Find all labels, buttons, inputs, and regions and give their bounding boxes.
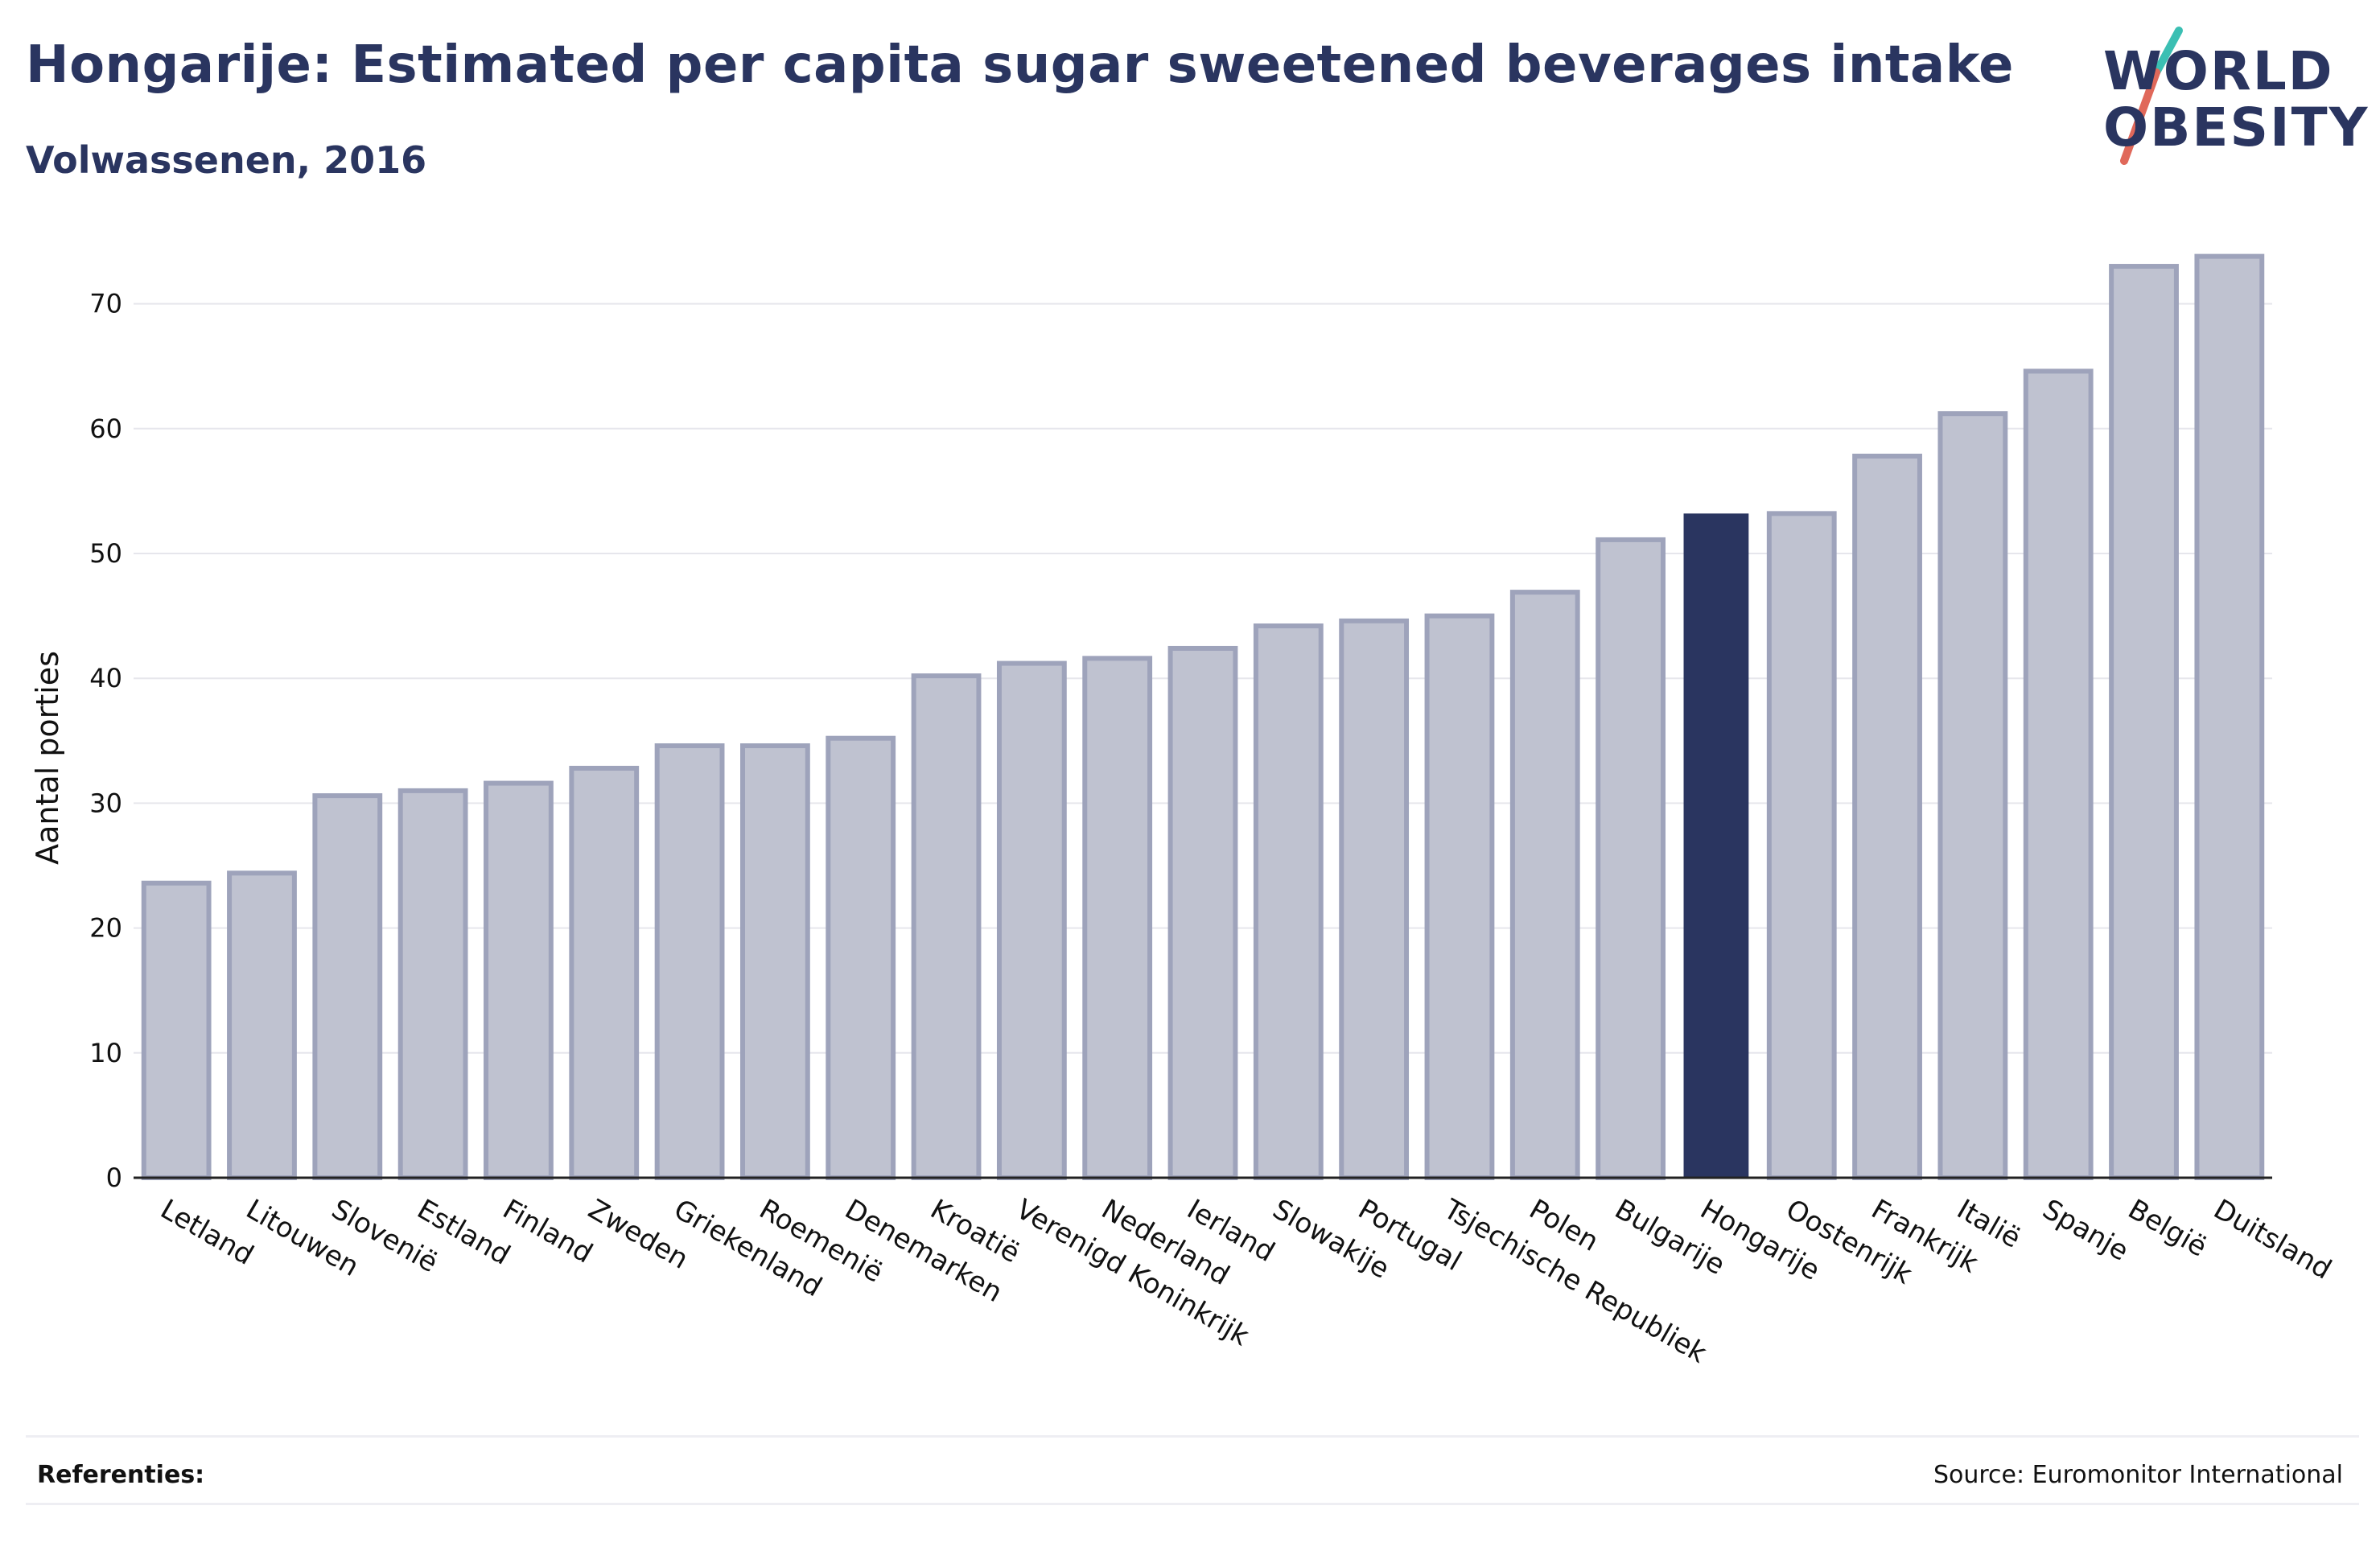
y-tick-label: 60 <box>89 413 122 444</box>
y-tick-label: 50 <box>89 538 122 569</box>
footer-divider-top <box>26 1435 2359 1438</box>
chart-title: Hongarije: Estimated per capita sugar sw… <box>26 35 2014 95</box>
y-tick-label: 10 <box>89 1038 122 1068</box>
chart-subtitle: Volwassenen, 2016 <box>26 138 427 182</box>
bar <box>654 743 725 1180</box>
x-tick-label: Duitsland <box>2208 1193 2337 1286</box>
logo-text-line2: OBESITY <box>2103 97 2370 158</box>
logo-slash-icon <box>2120 27 2183 165</box>
bar <box>1596 537 1666 1180</box>
bar <box>1937 411 2008 1180</box>
world-obesity-logo: WORLD OBESITY <box>2092 23 2370 175</box>
y-tick-label: 0 <box>106 1162 122 1193</box>
y-axis-label: Aantal porties <box>30 651 65 865</box>
bar <box>1167 645 1238 1180</box>
y-tick-label: 40 <box>89 663 122 693</box>
y-tick-label: 30 <box>89 788 122 818</box>
bar <box>397 788 468 1180</box>
logo-text-line1: WORLD <box>2103 40 2334 102</box>
bar <box>1253 623 1324 1180</box>
bar <box>2109 264 2179 1180</box>
bar <box>312 793 383 1180</box>
bar <box>1766 511 1837 1180</box>
bar <box>911 673 982 1180</box>
y-tick-label: 70 <box>89 289 122 319</box>
bar <box>1082 656 1153 1180</box>
bar-highlight <box>1683 513 1749 1178</box>
bar <box>569 765 640 1180</box>
x-tick-label: België <box>2123 1193 2212 1263</box>
bar <box>141 880 212 1181</box>
references-label: Referenties: <box>37 1461 205 1489</box>
bar <box>996 660 1067 1180</box>
bar <box>1509 590 1580 1180</box>
x-tick-label: Letland <box>155 1193 259 1272</box>
bar <box>227 870 297 1180</box>
bar <box>2023 368 2094 1180</box>
bar <box>1339 618 1410 1180</box>
y-tick-label: 20 <box>89 913 122 944</box>
bar <box>1852 453 1922 1180</box>
bar <box>484 780 554 1180</box>
x-tick-label: Finland <box>497 1193 598 1269</box>
footer-divider-bottom <box>26 1503 2359 1505</box>
x-tick-label: Spanje <box>2037 1193 2134 1268</box>
source-note: Source: Euromonitor International <box>1933 1461 2343 1489</box>
bar <box>739 743 810 1180</box>
bar <box>2194 253 2265 1180</box>
bar <box>826 735 896 1180</box>
bar <box>1424 613 1495 1180</box>
